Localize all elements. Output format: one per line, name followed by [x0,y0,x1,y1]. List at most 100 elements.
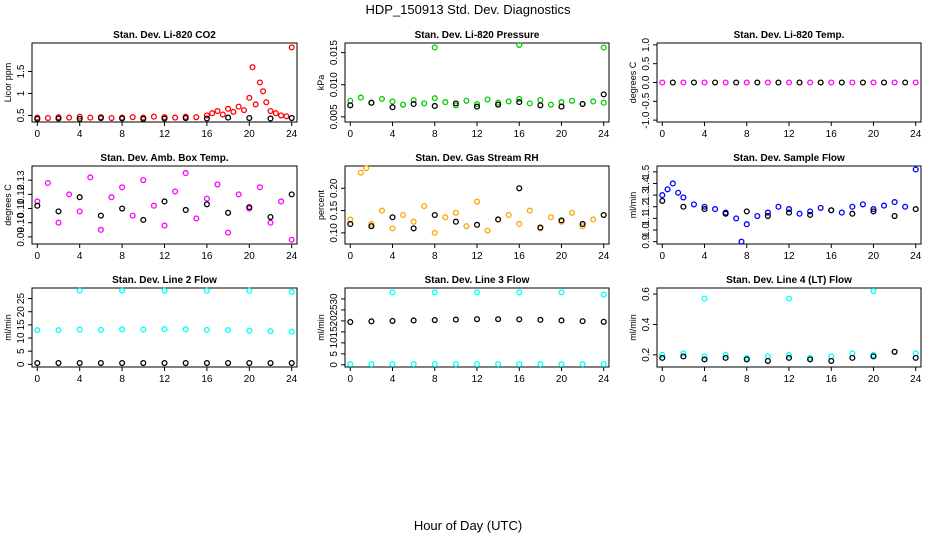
data-point-series-1 [558,361,565,368]
data-point-series-1 [764,79,771,86]
data-point-series-2 [119,359,126,367]
panel-title: Stan. Dev. Line 2 Flow [112,275,217,286]
data-point-series-2 [733,79,740,86]
plot-frame [344,287,610,368]
data-point-series-2 [203,359,210,367]
data-point-series-1 [785,206,793,213]
data-point-series-1 [44,179,51,187]
data-point-series-1 [870,206,877,213]
y-tick-label: 1.5 [641,164,652,178]
data-point-series-1 [558,289,565,296]
y-axis-label: degrees C [628,61,638,103]
data-point-series-1 [256,79,263,86]
data-point-series-1 [267,107,274,115]
data-point-series-2 [225,209,232,216]
data-point-series-2 [516,99,523,106]
y-tick-label: 10 [329,337,340,349]
y-tick-label: 15 [329,326,340,338]
data-point-series-2 [55,115,62,122]
data-point-series-1 [701,295,708,302]
data-point-series-2 [870,353,877,360]
data-point-series-1 [537,97,544,104]
data-point-series-1 [680,350,687,357]
data-point-series-2 [368,318,375,325]
data-point-series-1 [235,191,242,198]
x-tick-label: 8 [119,374,125,385]
data-point-series-1 [140,177,147,184]
x-tick-label: 20 [244,251,256,262]
data-point-series-1 [891,199,898,206]
data-point-series-2 [34,202,41,209]
data-point-series-1 [600,291,607,298]
data-point-series-1 [505,98,512,105]
data-point-series-2 [140,115,147,122]
data-point-series-1 [119,184,126,191]
data-point-series-1 [76,287,83,294]
x-tick-label: 0 [347,374,353,385]
data-point-series-2 [680,353,687,360]
data-point-series-1 [260,88,267,95]
data-point-series-1 [775,203,782,210]
x-tick-label: 4 [77,129,83,140]
y-axis-label: degrees C [3,184,13,226]
x-tick-label: 8 [744,129,750,140]
x-tick-label: 4 [390,129,396,140]
data-point-series-1 [516,41,523,48]
x-tick-label: 12 [471,374,483,385]
data-point-series-1 [738,238,745,245]
data-point-series-1 [452,209,459,216]
data-point-series-2 [203,201,210,208]
data-point-series-1 [249,64,256,71]
x-tick-label: 20 [556,129,568,140]
data-point-series-1 [590,216,597,223]
data-point-series-2 [473,221,481,228]
data-point-series-1 [97,226,104,233]
data-point-series-2 [368,99,375,106]
data-point-series-1 [669,180,676,187]
data-point-series-1 [722,351,729,358]
data-point-series-2 [712,79,719,86]
y-tick-label: 1.2 [641,199,652,213]
data-point-series-1 [97,326,104,333]
data-point-series-1 [203,287,210,294]
plot-frame [31,287,298,368]
data-point-series-2 [579,220,586,227]
data-point-series-1 [452,361,459,368]
page-title: HDP_150913 Std. Dev. Diagnostics [365,2,571,17]
panel-title: Stan. Dev. Amb. Box Temp. [100,153,228,164]
data-point-series-1 [389,98,396,105]
data-point-series-2 [558,217,565,224]
data-point-series-2 [701,206,708,213]
data-point-series-1 [807,79,814,86]
x-tick-label: 20 [244,374,256,385]
x-tick-label: 24 [910,374,922,385]
x-tick-label: 0 [659,374,665,385]
data-point-series-1 [473,289,481,296]
data-point-series-1 [252,101,259,108]
data-point-series-2 [161,198,168,205]
data-point-series-2 [389,317,396,324]
data-point-series-1 [161,287,168,294]
data-point-series-1 [256,184,263,191]
y-tick-label: -1.0 [641,111,652,129]
data-point-series-1 [870,79,877,86]
data-point-series-1 [87,114,94,121]
data-point-series-1 [516,289,523,296]
data-point-series-1 [838,209,845,216]
panel-8: Stan. Dev. Line 3 Flow ml/min 0 4 8 12 16 20 24 0… [316,275,610,385]
data-point-series-1 [680,194,687,201]
data-point-series-2 [912,206,919,213]
x-tick-label: 4 [390,374,396,385]
y-tick-label: 0.2 [641,347,652,361]
x-tick-label: 24 [598,251,610,262]
data-point-series-1 [600,99,607,106]
data-point-series-1 [484,96,491,103]
data-point-series-2 [246,359,253,367]
data-point-series-1 [378,95,386,102]
data-point-series-2 [161,359,168,367]
data-point-series-1 [108,115,115,122]
x-tick-label: 20 [556,374,568,385]
data-point-series-1 [225,229,232,236]
data-point-series-1 [547,214,554,221]
plot-frame [344,42,610,123]
